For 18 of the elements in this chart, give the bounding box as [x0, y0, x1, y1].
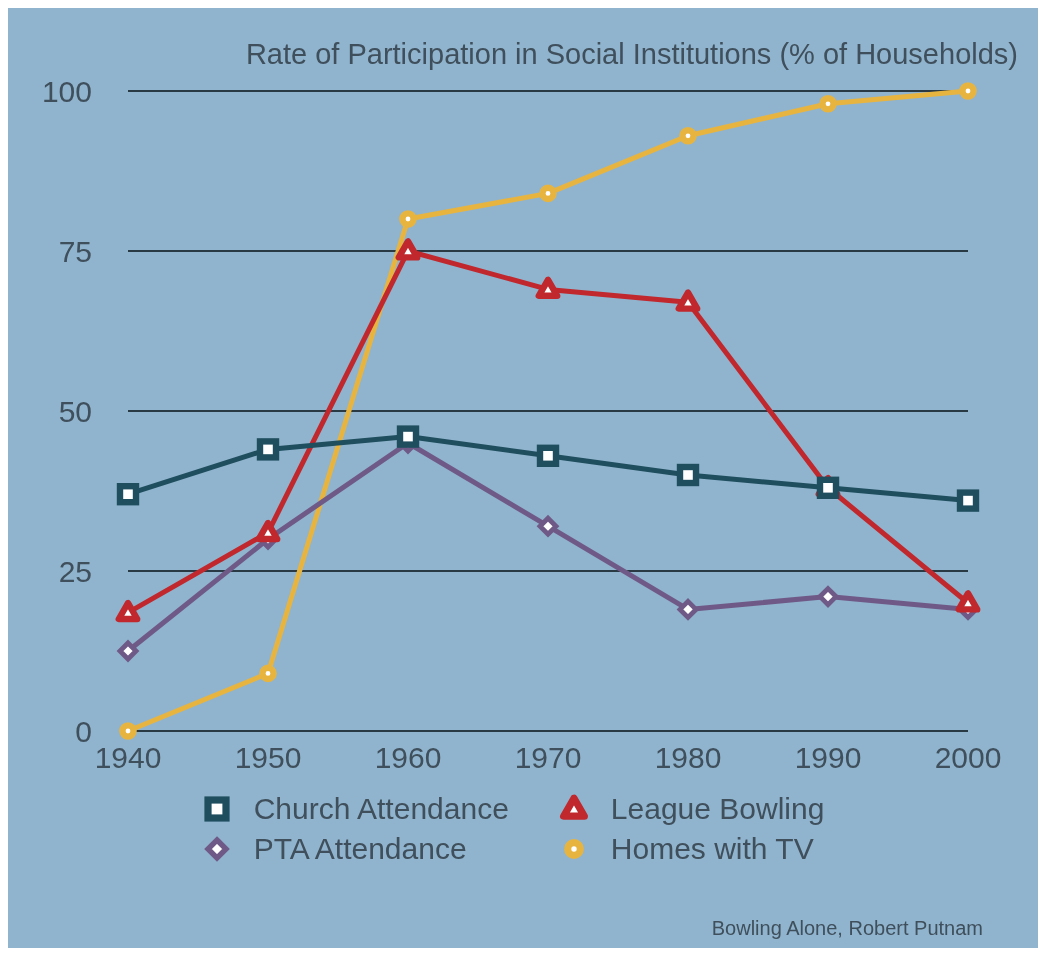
x-tick-label: 1980: [654, 741, 722, 775]
x-tick-label: 1970: [514, 741, 582, 775]
legend-label: Church Attendance: [253, 792, 509, 826]
x-tick-label: 1990: [794, 741, 862, 775]
x-tick-label: 1960: [374, 741, 442, 775]
x-tick-label: 2000: [934, 741, 1002, 775]
x-tick-label: 1940: [94, 741, 162, 775]
y-tick-label: 100: [41, 74, 92, 108]
y-tick-label: 25: [58, 554, 92, 588]
text: Bowling Alone, Robert Putnam: [711, 917, 983, 940]
chart-title: Rate of Participation in Social Institutions (% of Households): [244, 37, 1019, 71]
legend-label: Homes with TV: [610, 832, 814, 866]
x-tick-label: 1950: [234, 741, 302, 775]
legend-label: PTA Attendance: [253, 832, 467, 866]
legend-label: League Bowling: [610, 792, 825, 826]
y-tick-label: 50: [58, 394, 92, 428]
y-tick-label: 0: [75, 714, 92, 748]
y-tick-label: 75: [58, 234, 92, 268]
